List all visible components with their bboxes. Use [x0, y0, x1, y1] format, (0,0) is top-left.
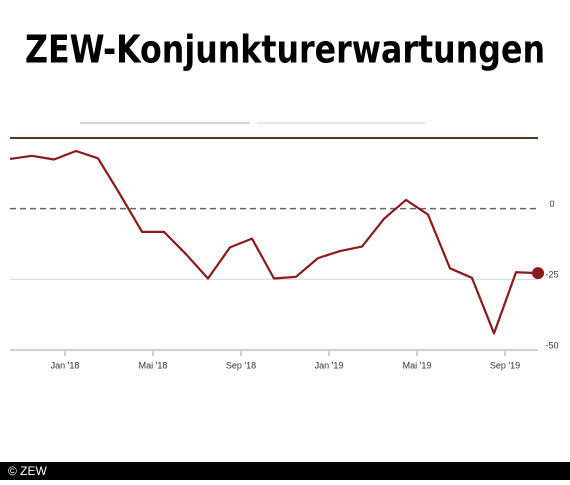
- x-tick-label: Mai '19: [403, 360, 432, 370]
- x-tick-label: Jan '18: [51, 360, 80, 370]
- y-tick-label: -50: [545, 340, 558, 350]
- credit: © ZEW: [8, 464, 48, 478]
- chart-title: ZEW-Konjunkturerwartungen: [25, 28, 545, 72]
- footer-bar: [0, 462, 570, 480]
- x-tick-label: Sep '19: [490, 360, 520, 370]
- plot: 0 -25 -50 Jan '18 Mai '18 Sep '18 Jan '19 Mai '…: [9, 137, 559, 370]
- data-line: [9, 149, 539, 335]
- last-point: [532, 267, 544, 280]
- y-tick-label: 0: [549, 199, 554, 209]
- x-tick-label: Mai '18: [139, 360, 168, 370]
- x-tick-label: Jan '19: [315, 360, 344, 370]
- y-tick-label: -25: [545, 270, 558, 280]
- x-tick-label: Sep '18: [226, 360, 256, 370]
